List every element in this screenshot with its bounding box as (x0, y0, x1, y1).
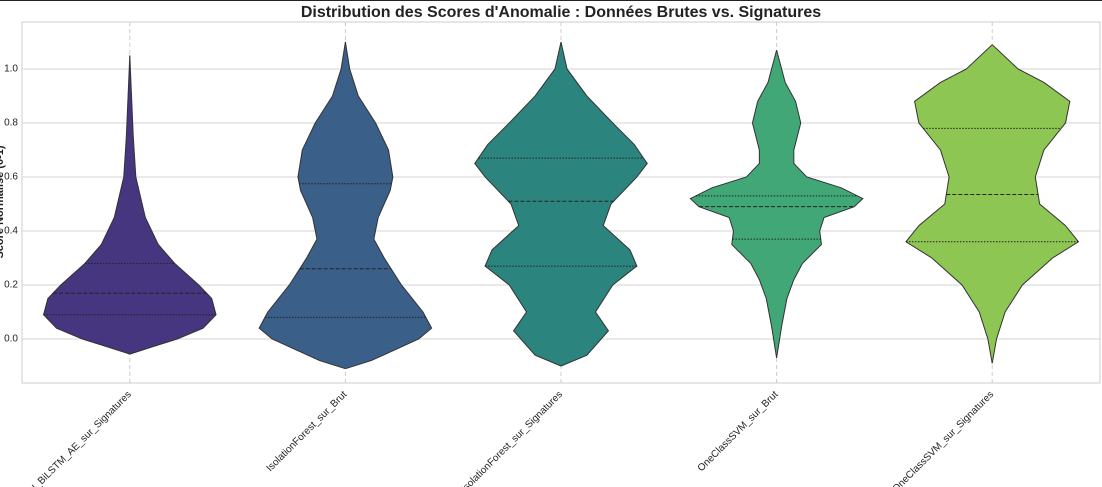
violin-outline (344, 41, 433, 370)
violin-outline (776, 49, 864, 358)
violin-body (905, 44, 1079, 364)
violin-outline (43, 55, 131, 355)
violin-body (259, 41, 432, 369)
violin-outline (991, 44, 1080, 364)
y-tick-label: 0.2 (4, 280, 18, 291)
y-tick-label: 0.8 (4, 118, 18, 129)
chart-title: Distribution des Scores d'Anomalie : Don… (301, 4, 821, 21)
violin-outline (905, 44, 993, 364)
y-tick-label: 0.0 (4, 334, 18, 345)
violin-body (43, 55, 217, 355)
y-axis-label: Score Normalisé (0-1) (0, 145, 6, 258)
violin-outline (560, 41, 648, 367)
violin-outline (258, 41, 346, 370)
violin-outline (129, 55, 217, 355)
violin-body (474, 41, 648, 366)
y-tick-label: 0.4 (4, 226, 18, 237)
violin-body (690, 50, 863, 358)
y-tick-label: 0.6 (4, 172, 18, 183)
violin-outline (474, 41, 562, 367)
y-tick-label: 1.0 (4, 64, 18, 75)
violin-outline (689, 49, 778, 358)
